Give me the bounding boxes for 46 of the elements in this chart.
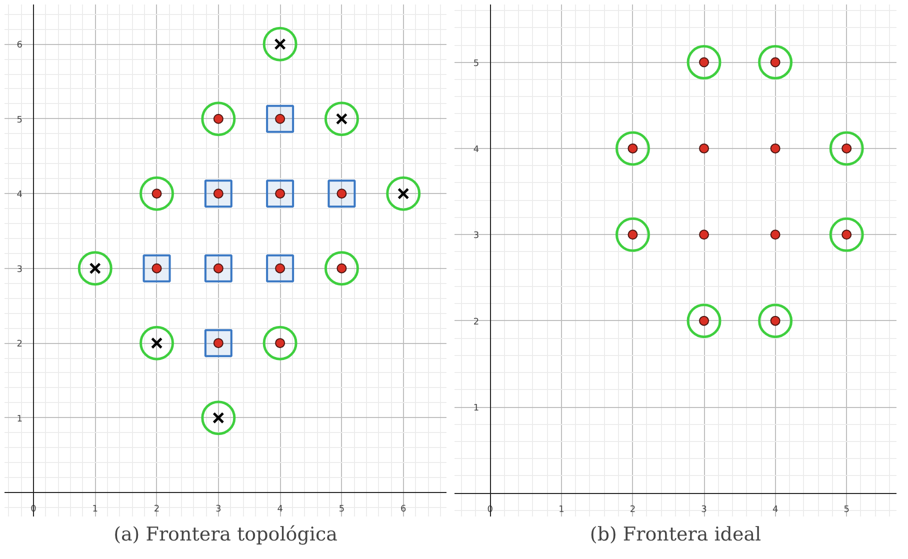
- point: [770, 143, 780, 154]
- point: [262, 26, 298, 62]
- y-tick-label: 2: [16, 340, 22, 350]
- y-tick-label: 3: [16, 264, 22, 275]
- point: [686, 304, 722, 338]
- point: [201, 102, 236, 136]
- point: [262, 326, 298, 360]
- x-tick-label: 1: [92, 504, 98, 515]
- y-tick-label: 5: [16, 115, 22, 126]
- point: [386, 176, 421, 211]
- point: [324, 102, 359, 136]
- x-tick-label: 3: [216, 504, 222, 515]
- x-tick-label: 6: [400, 504, 406, 515]
- point: [699, 230, 710, 240]
- text: (a) Frontera topológica: [114, 524, 338, 546]
- y-tick-label: 1: [16, 414, 22, 424]
- x-tick-label: 4: [277, 504, 284, 515]
- point: [201, 400, 236, 436]
- x-tick-label: 1: [558, 505, 564, 516]
- y-tick-label: 2: [473, 317, 480, 328]
- y-tick-label: 4: [473, 144, 480, 155]
- x-tick-label: 4: [772, 505, 778, 516]
- y-tick-label: 4: [16, 190, 23, 200]
- x-tick-label: 2: [154, 504, 160, 515]
- point: [78, 251, 112, 286]
- point: [140, 176, 174, 211]
- y-tick-label: 5: [473, 58, 480, 69]
- point: [770, 230, 780, 240]
- point: [615, 131, 650, 166]
- text: (b) Frontera ideal: [590, 524, 762, 546]
- point: [758, 304, 793, 338]
- point: [686, 45, 722, 80]
- point: [324, 251, 359, 286]
- x-tick-label: 5: [844, 505, 850, 516]
- point: [615, 217, 650, 252]
- y-tick-label: 3: [473, 231, 480, 242]
- point: [699, 143, 710, 154]
- x-tick-label: 3: [701, 505, 707, 516]
- y-tick-label: 6: [16, 40, 23, 51]
- x-tick-label: 2: [630, 505, 636, 516]
- point: [829, 131, 864, 166]
- point: [829, 217, 864, 252]
- point: [758, 45, 793, 80]
- x-tick-label: 5: [338, 504, 345, 515]
- point: [140, 326, 174, 360]
- y-tick-label: 1: [473, 404, 480, 414]
